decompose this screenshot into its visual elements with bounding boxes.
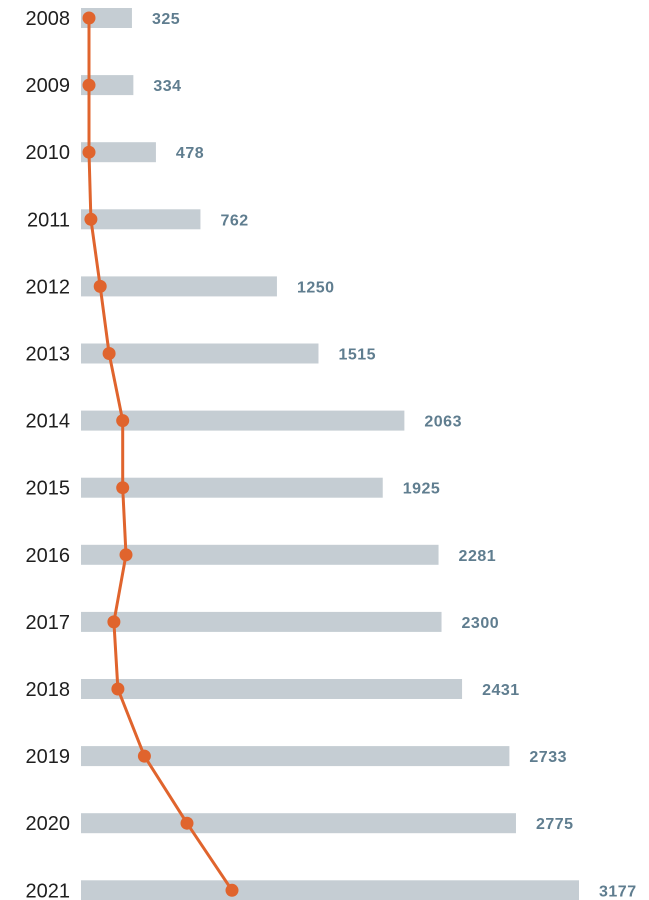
bar-2012 [81, 276, 277, 297]
trend-point-2009 [82, 78, 96, 92]
value-label-2018: 2431 [482, 682, 520, 699]
year-label-2020: 2020 [26, 813, 71, 835]
year-label-2015: 2015 [26, 478, 71, 500]
bar-2021 [81, 880, 579, 900]
trend-point-2011 [84, 212, 98, 226]
year-label-2011: 2011 [27, 209, 70, 231]
bar-2016 [81, 544, 439, 565]
year-label-2017: 2017 [26, 612, 71, 634]
trend-point-2020 [180, 816, 194, 830]
bar-2013 [81, 343, 319, 364]
year-label-2009: 2009 [26, 75, 71, 97]
value-label-2009: 334 [153, 78, 181, 95]
year-label-2010: 2010 [26, 142, 71, 164]
value-label-2014: 2063 [424, 414, 462, 431]
year-label-2016: 2016 [26, 545, 71, 567]
year-label-2018: 2018 [26, 679, 71, 701]
year-label-2021: 2021 [26, 880, 71, 900]
value-label-2017: 2300 [462, 615, 500, 632]
bar-2011 [81, 209, 201, 230]
bar-2018 [81, 679, 463, 699]
trend-line [87, 18, 234, 892]
trend-point-2018 [111, 682, 125, 696]
year-label-2014: 2014 [26, 411, 71, 433]
bar-2019 [81, 746, 510, 767]
value-label-2008: 325 [152, 11, 180, 28]
year-label-2012: 2012 [26, 276, 71, 298]
bars-layer [81, 8, 579, 900]
trend-point-2015 [116, 481, 130, 495]
bar-2017 [81, 611, 442, 632]
value-label-2013: 1515 [338, 347, 376, 364]
year-label-2013: 2013 [26, 344, 71, 366]
bar-2009 [81, 75, 134, 96]
trend-point-2021 [225, 883, 239, 897]
value-label-2021: 3177 [599, 883, 637, 900]
value-label-2012: 1250 [297, 279, 335, 296]
trend-point-2008 [82, 11, 96, 25]
value-label-2015: 1925 [403, 481, 441, 498]
bar-2010 [81, 142, 156, 163]
value-label-2011: 762 [220, 212, 248, 229]
trend-point-2014 [116, 414, 130, 428]
value-label-2020: 2775 [536, 816, 574, 833]
year-label-2019: 2019 [26, 746, 71, 768]
trend-point-2016 [119, 548, 133, 562]
year-label-2008: 2008 [26, 8, 71, 30]
value-label-2019: 2733 [529, 749, 567, 766]
trend-line-layer [82, 11, 239, 897]
trend-point-2017 [107, 615, 121, 629]
value-label-2010: 478 [176, 145, 204, 162]
trend-point-2012 [93, 279, 107, 293]
trend-point-2013 [102, 347, 116, 360]
bar-2008 [81, 8, 132, 28]
bar-2020 [81, 813, 516, 834]
bar-2015 [81, 477, 383, 498]
trend-point-2019 [137, 749, 151, 763]
value-label-2016: 2281 [459, 548, 497, 565]
bar-2014 [81, 410, 405, 431]
labels-layer: 2008 325 2009 334 2010 478 2011 762 2012 1250 2013… [26, 8, 637, 900]
trend-point-2010 [82, 145, 96, 159]
